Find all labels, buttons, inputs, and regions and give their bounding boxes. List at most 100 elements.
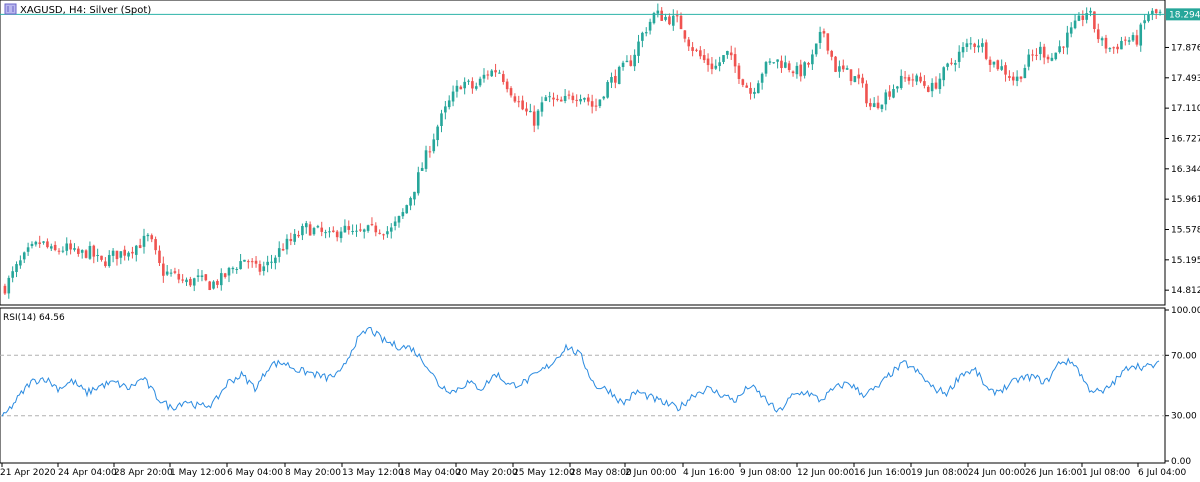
candle-body [46, 241, 49, 248]
candle-body [440, 113, 443, 127]
rsi-axis[interactable]: 100.00 70.00 30.00 0.00 [1165, 306, 1200, 467]
candle-body [1008, 76, 1011, 78]
candle-body [969, 43, 973, 45]
candle-body [34, 241, 38, 245]
candle-body [950, 62, 953, 64]
rsi-tick-label: 100.00 [1171, 306, 1200, 316]
price-panel[interactable]: XAGUSD, H4: Silver (Spot) [0, 0, 1166, 306]
candle-body [841, 65, 845, 70]
candle-body [741, 79, 745, 85]
candle-body [235, 269, 239, 271]
candle-body [934, 82, 938, 89]
candle-body [382, 234, 385, 236]
candle-body [467, 80, 470, 82]
candle-body [289, 238, 293, 242]
candle-body [212, 281, 215, 289]
time-tick-label: 19 Jun 08:00 [911, 468, 968, 478]
candle-body [633, 54, 636, 67]
candle-body [575, 99, 579, 101]
candle-body [764, 62, 768, 74]
candle-body [200, 275, 204, 277]
rsi-title: RSI(14) 64.56 [3, 313, 65, 323]
candle-body [853, 76, 857, 83]
candle-body [691, 47, 694, 51]
candle-body [150, 235, 154, 240]
candle-body [84, 250, 88, 258]
candle-body [262, 266, 266, 272]
candle-body [517, 101, 521, 103]
candle-body [281, 248, 285, 251]
candle-body [803, 62, 806, 76]
candle-body [942, 67, 946, 81]
candle-body [1143, 20, 1146, 24]
candle-body [463, 81, 466, 89]
candle-body [490, 70, 494, 77]
candle-body [389, 227, 393, 232]
candle-body [1054, 52, 1058, 60]
price-tick-label: 15.961 [1171, 195, 1200, 205]
candle-body [1135, 35, 1139, 45]
rsi-panel[interactable]: RSI(14) 64.56 [0, 307, 1166, 464]
candle-body [1108, 48, 1112, 50]
candle-body [92, 245, 96, 257]
candle-body [888, 91, 891, 97]
time-tick-label: 6 May 04:00 [227, 468, 283, 478]
candle-body [722, 55, 725, 62]
candle-body [675, 15, 679, 17]
candle-body [826, 33, 830, 51]
candle-body [961, 47, 965, 53]
candle-body [556, 98, 559, 100]
candle-body [598, 99, 602, 107]
candle-body [1031, 54, 1034, 56]
time-tick-label: 16 Jun 16:00 [854, 468, 911, 478]
candle-body [239, 261, 242, 270]
candle-body [965, 43, 969, 47]
candle-body [861, 77, 864, 84]
price-axis[interactable]: 17.876 17.493 17.110 16.727 16.344 15.961 15.5… [1165, 43, 1200, 296]
candle-body [1039, 46, 1042, 55]
candle-body [293, 233, 296, 242]
candle-body [1127, 40, 1131, 42]
candle-body [22, 252, 26, 260]
candle-body [571, 95, 575, 101]
candle-body [451, 91, 455, 102]
candle-body [482, 74, 486, 79]
candle-body [915, 75, 918, 82]
candle-body [111, 250, 115, 256]
candle-body [158, 250, 161, 263]
candle-body [243, 259, 246, 262]
price-tick-label: 15.195 [1171, 256, 1200, 266]
candle-body [957, 51, 961, 62]
candle-body [100, 255, 103, 260]
candle-body [567, 94, 571, 96]
candle-body [776, 59, 779, 62]
candle-body [107, 255, 111, 267]
candle-body [335, 231, 339, 238]
candle-body [865, 83, 868, 104]
candle-body [559, 99, 563, 102]
candle-body [96, 255, 99, 257]
candle-body [880, 104, 884, 109]
candle-body [494, 70, 497, 73]
candle-body [892, 89, 895, 98]
symbol-title: XAGUSD, H4: Silver (Spot) [4, 3, 151, 16]
chart-title: XAGUSD, H4: Silver (Spot) [20, 5, 151, 16]
time-tick-label: 6 Jul 04:00 [1138, 468, 1187, 478]
candle-body [339, 231, 343, 239]
candle-body [532, 111, 536, 126]
current-price-label: 18.294 [1166, 8, 1200, 21]
rsi-line [1, 327, 1160, 417]
time-tick-label: 20 May 20:00 [456, 468, 518, 478]
candle-body [629, 60, 633, 66]
candle-body [544, 97, 548, 101]
candle-body [397, 216, 401, 223]
candle-body [1011, 76, 1015, 81]
candle-body [69, 243, 72, 250]
price-tick-label: 17.876 [1171, 43, 1200, 53]
time-tick-label: 4 Jun 16:00 [683, 468, 735, 478]
candle-body [834, 56, 837, 72]
candle-body [61, 250, 65, 252]
candle-body [683, 30, 687, 39]
